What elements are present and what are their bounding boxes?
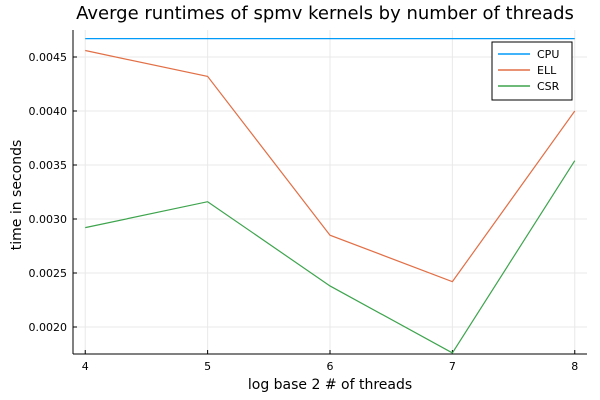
x-tick-label: 6 bbox=[327, 360, 334, 373]
legend-label: CPU bbox=[537, 48, 559, 61]
chart-title: Averge runtimes of spmv kernels by numbe… bbox=[76, 3, 574, 24]
y-tick-label: 0.0020 bbox=[29, 321, 68, 334]
legend-label: ELL bbox=[537, 64, 557, 77]
legend-label: CSR bbox=[537, 80, 560, 93]
y-axis-label: time in seconds bbox=[9, 140, 25, 251]
x-axis-label: log base 2 # of threads bbox=[248, 377, 412, 393]
series-layer bbox=[85, 38, 576, 354]
series-line-ell bbox=[85, 49, 576, 283]
x-tick-label: 7 bbox=[449, 360, 456, 373]
y-tick-label: 0.0040 bbox=[29, 105, 68, 118]
x-tick-label: 8 bbox=[571, 360, 578, 373]
x-tick-label: 5 bbox=[204, 360, 211, 373]
x-tick-label: 4 bbox=[82, 360, 89, 373]
legend-box bbox=[491, 41, 573, 101]
y-tick-label: 0.0025 bbox=[29, 267, 68, 280]
grid-layer bbox=[73, 30, 587, 354]
axes-layer: 4 5 6 7 8 0.0020 0.0025 0.0030 0.0035 0.0040 0.004… bbox=[29, 30, 587, 373]
y-tick-label: 0.0035 bbox=[29, 159, 68, 172]
y-tick-label: 0.0045 bbox=[29, 51, 68, 64]
legend: CPU ELL CSR bbox=[491, 41, 573, 101]
y-tick-label: 0.0030 bbox=[29, 213, 68, 226]
series-line-csr bbox=[85, 160, 576, 354]
